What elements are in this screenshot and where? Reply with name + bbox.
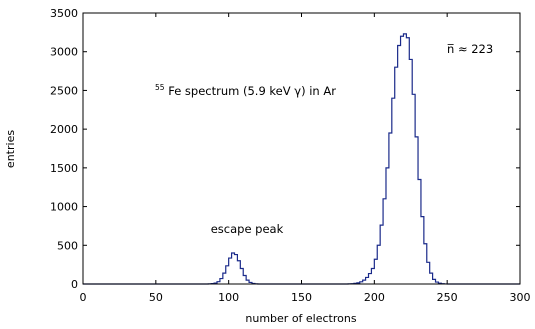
y-tick-label: 3500	[50, 7, 78, 20]
x-tick-label: 300	[510, 291, 531, 304]
x-tick-label: 200	[364, 291, 385, 304]
x-tick-label: 0	[80, 291, 87, 304]
histogram-bin	[406, 38, 409, 284]
y-tick-label: 1500	[50, 162, 78, 175]
histogram-bin	[403, 34, 406, 284]
y-tick-label: 0	[71, 278, 78, 291]
mean-annotation: n̅ ≈ 223	[447, 42, 493, 56]
x-tick-label: 250	[437, 291, 458, 304]
spectrum-annotation: 55 Fe spectrum (5.9 keV γ) in Ar	[155, 79, 336, 98]
x-tick-label: 50	[149, 291, 163, 304]
y-tick-label: 3000	[50, 46, 78, 59]
y-tick-label: 2500	[50, 84, 78, 97]
histogram-bin	[398, 46, 401, 284]
x-tick-label: 100	[218, 291, 239, 304]
escape-peak-annotation: escape peak	[211, 222, 284, 236]
x-axis-label: number of electrons	[245, 312, 356, 325]
y-axis-label: entries	[4, 130, 17, 168]
x-tick-label: 150	[291, 291, 312, 304]
histogram-bin	[401, 36, 404, 284]
spectrum-label-text: Fe spectrum (5.9 keV γ) in Ar	[168, 84, 336, 98]
histogram-layer	[83, 34, 520, 284]
spectrum-isotope-superscript: 55	[155, 83, 165, 92]
histogram-bin	[395, 67, 398, 284]
y-tick-label: 1000	[50, 201, 78, 214]
histogram-series-line	[83, 34, 520, 284]
y-tick-label: 500	[57, 239, 78, 252]
y-tick-label: 2000	[50, 123, 78, 136]
